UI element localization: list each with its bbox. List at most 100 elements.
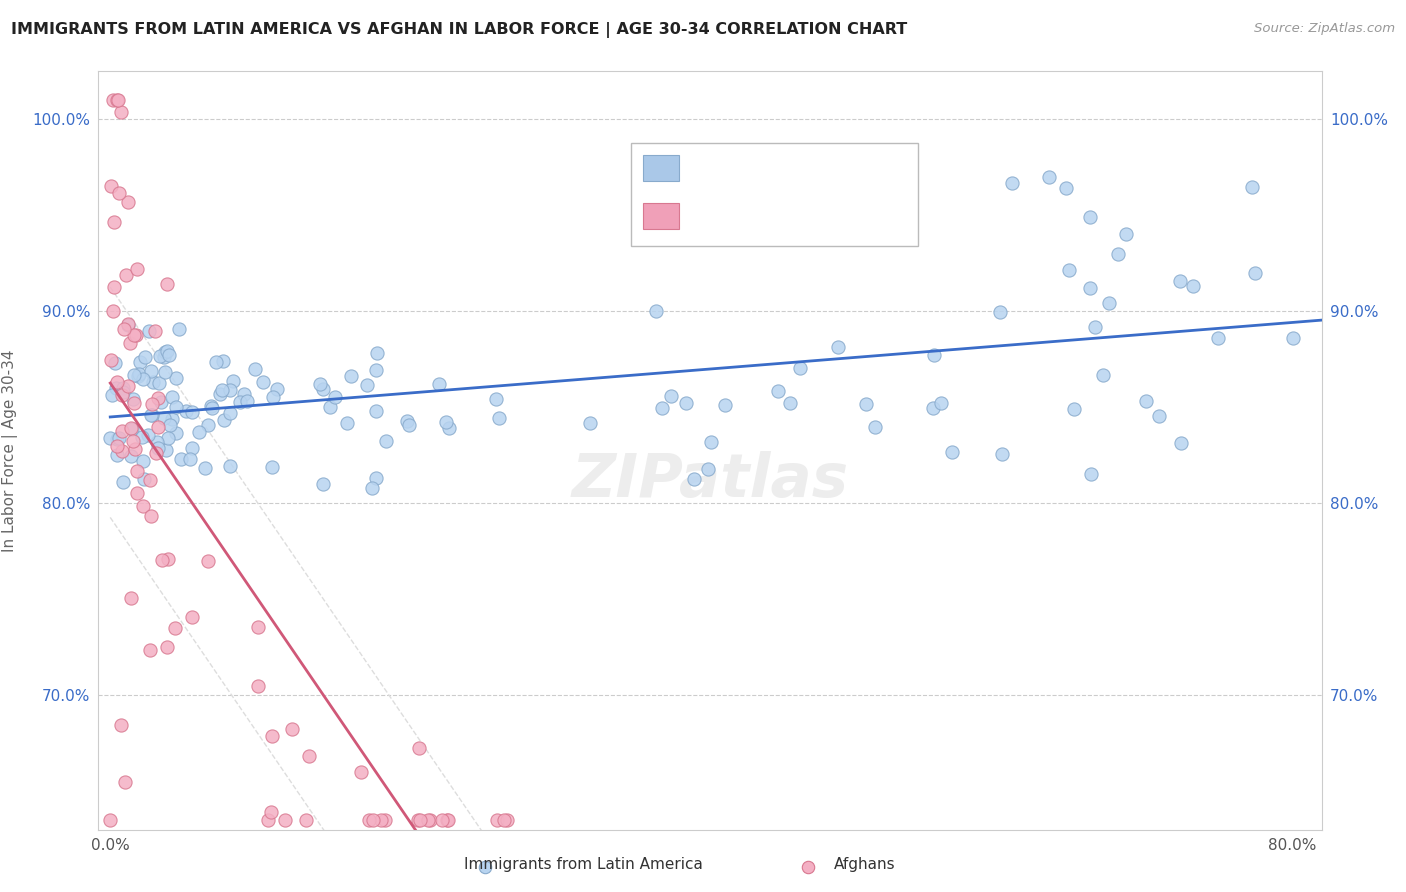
Point — [496, 813, 519, 827]
Point — [430, 813, 453, 827]
Point — [1115, 227, 1137, 241]
Point — [257, 813, 280, 827]
Point — [1063, 401, 1085, 416]
Point — [122, 368, 145, 383]
Point — [110, 104, 132, 119]
Point — [150, 553, 173, 567]
Point — [127, 464, 149, 478]
Point — [105, 449, 128, 463]
Point — [340, 369, 363, 384]
Point — [127, 369, 149, 384]
Point — [486, 813, 509, 827]
FancyBboxPatch shape — [643, 155, 679, 181]
Point — [136, 427, 159, 442]
Point — [101, 93, 124, 107]
Point — [1059, 263, 1081, 277]
Point — [132, 472, 155, 486]
Point — [236, 394, 259, 409]
Point — [121, 434, 143, 448]
Point — [229, 394, 252, 409]
Point — [409, 813, 432, 827]
Point — [1054, 181, 1077, 195]
Point — [108, 186, 131, 201]
Point — [181, 405, 204, 419]
Point — [100, 179, 122, 194]
Point — [132, 454, 155, 468]
Point — [243, 362, 266, 376]
Point — [165, 400, 187, 414]
Point — [768, 384, 790, 398]
Point — [120, 591, 142, 605]
Point — [675, 395, 697, 409]
Point — [789, 361, 811, 376]
Point — [165, 425, 187, 440]
Point — [205, 355, 228, 369]
Point — [1107, 246, 1129, 260]
Point — [408, 741, 430, 756]
Point — [1282, 331, 1305, 345]
Point — [197, 417, 219, 432]
Point — [323, 390, 346, 404]
Point — [139, 509, 162, 524]
Point — [260, 729, 283, 743]
Point — [148, 391, 170, 405]
Point — [1182, 279, 1205, 293]
Point — [1147, 409, 1170, 423]
Point — [312, 476, 335, 491]
Point — [697, 462, 720, 476]
Point — [117, 378, 139, 392]
Point — [363, 813, 385, 827]
Point — [219, 406, 242, 420]
Point — [163, 621, 186, 635]
Point — [124, 442, 146, 456]
Point — [156, 431, 179, 445]
Point — [273, 813, 295, 827]
Point — [219, 458, 242, 473]
Point — [120, 421, 142, 435]
Point — [865, 420, 887, 434]
Point — [364, 471, 387, 485]
Point — [141, 397, 163, 411]
Point — [104, 356, 127, 370]
Point — [437, 420, 460, 434]
Point — [700, 434, 723, 449]
Point — [1244, 266, 1267, 280]
Point — [427, 376, 450, 391]
Point — [208, 387, 231, 401]
Point — [645, 304, 668, 318]
Point — [146, 441, 169, 455]
Point — [1168, 274, 1191, 288]
Point — [212, 413, 235, 427]
Point — [132, 499, 155, 513]
Point — [153, 345, 176, 359]
Point — [396, 414, 419, 428]
Point — [201, 401, 224, 415]
Point — [492, 813, 515, 827]
Point — [247, 679, 270, 693]
Point — [146, 419, 169, 434]
Point — [160, 390, 183, 404]
Point — [117, 318, 139, 332]
Point — [129, 355, 152, 369]
Point — [211, 384, 233, 398]
Point — [361, 481, 384, 495]
Point — [1084, 319, 1107, 334]
Point — [148, 376, 170, 390]
Point — [174, 404, 197, 418]
Point — [281, 722, 304, 736]
Point — [312, 383, 335, 397]
Point — [111, 444, 134, 458]
Point — [991, 447, 1014, 461]
Point — [138, 324, 160, 338]
Point — [105, 432, 128, 446]
Point — [165, 371, 187, 385]
Point — [436, 813, 458, 827]
Point — [988, 305, 1011, 319]
Text: Afghans: Afghans — [834, 857, 896, 872]
Point — [194, 461, 217, 475]
Text: ZIPatlas: ZIPatlas — [571, 451, 849, 510]
Point — [146, 435, 169, 450]
Point — [419, 813, 441, 827]
Point — [1208, 331, 1230, 345]
Point — [366, 345, 388, 359]
